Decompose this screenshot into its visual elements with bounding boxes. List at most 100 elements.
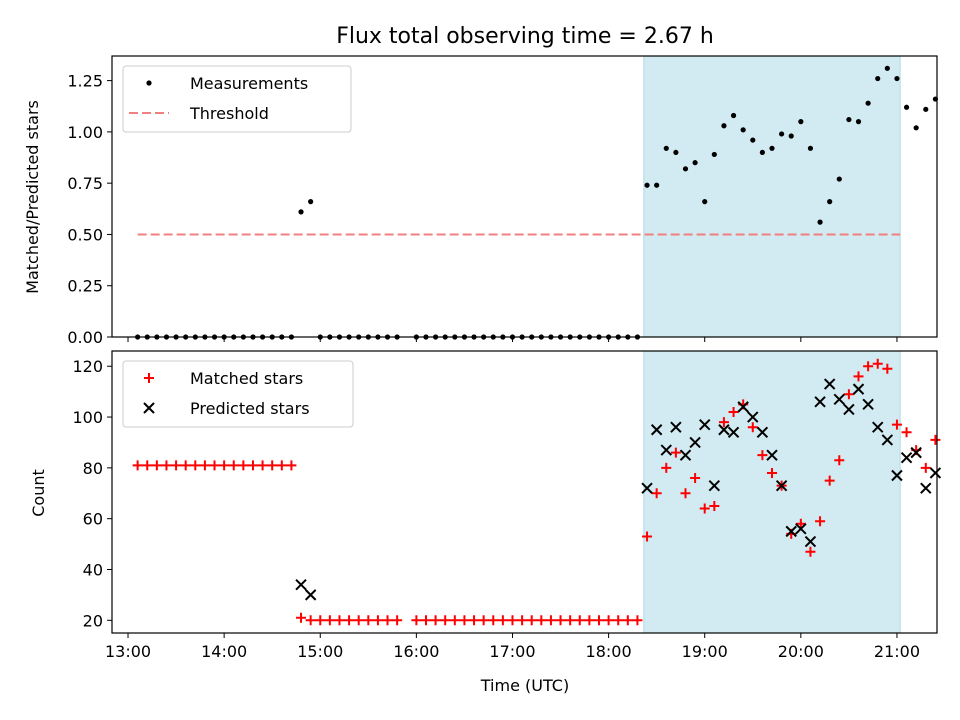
measurement-point <box>682 166 689 172</box>
matched-stars-point <box>228 460 239 471</box>
measurement-point <box>846 116 852 123</box>
matched-stars-point <box>920 462 931 473</box>
matched-stars-point <box>651 488 662 499</box>
measurement-point <box>663 145 669 151</box>
bottom-legend <box>122 360 354 428</box>
matched-stars-point <box>353 615 364 626</box>
top-observing-span <box>643 55 901 338</box>
matched-stars-point <box>315 615 326 626</box>
predicted-stars-point <box>929 467 942 479</box>
predicted-stars-point <box>881 434 894 446</box>
predicted-stars-point <box>862 398 874 411</box>
x-tick-label: 15:00 <box>297 642 343 661</box>
matched-stars-point <box>834 455 845 466</box>
predicted-stars-point <box>852 383 865 395</box>
measurement-point <box>721 123 727 129</box>
predicted-stars-point <box>833 393 845 405</box>
x-axis-label: Time (UTC) <box>480 676 569 695</box>
predicted-stars-point <box>747 411 759 423</box>
predicted-stars-point <box>699 418 711 431</box>
matched-stars-point <box>267 460 278 471</box>
matched-stars-point <box>613 615 624 626</box>
matched-stars-point <box>565 615 576 626</box>
matched-stars-point <box>699 503 710 514</box>
top-y-tick-label: 0.25 <box>67 277 103 296</box>
matched-stars-point <box>574 615 585 626</box>
legend-label: Threshold <box>189 104 269 123</box>
matched-stars-point <box>420 615 431 626</box>
matched-stars-point <box>459 615 470 626</box>
predicted-stars-point <box>775 479 788 492</box>
measurement-point <box>769 145 775 151</box>
predicted-stars-point <box>650 424 663 436</box>
x-tick-label: 21:00 <box>874 642 920 661</box>
x-tick-label: 19:00 <box>682 642 728 661</box>
matched-stars-point <box>747 422 758 433</box>
x-tick-label: 17:00 <box>489 642 535 661</box>
x-tick-label: 20:00 <box>778 642 824 661</box>
matched-stars-point <box>728 406 739 417</box>
matched-stars-point <box>824 475 835 486</box>
measurement-point <box>298 209 304 215</box>
matched-stars-point <box>161 460 172 471</box>
matched-stars-point <box>891 419 902 430</box>
matched-stars-point <box>882 363 893 374</box>
legend-label: Matched stars <box>190 369 303 388</box>
matched-stars-point <box>536 615 547 626</box>
matched-stars-point <box>324 615 335 626</box>
predicted-stars-point <box>641 482 653 494</box>
matched-stars-point <box>488 615 499 626</box>
predicted-stars-point <box>660 444 672 456</box>
top-panel: 0.00 0.25 0.50 0.75 1.00 1.25 Measurements Thre… <box>67 55 938 347</box>
predicted-stars-point <box>689 436 701 449</box>
predicted-stars-point <box>872 421 884 433</box>
bottom-panel: 20 40 60 80 100 120 13:00 14:00 15:00 16:00 17:00 1… <box>72 350 942 661</box>
measurement-point <box>654 182 660 188</box>
measurement-point <box>884 65 890 71</box>
matched-stars-point <box>901 427 912 438</box>
matched-stars-point <box>661 462 672 473</box>
predicted-stars-point <box>795 523 807 535</box>
matched-stars-point <box>767 467 777 478</box>
matched-stars-point <box>632 615 643 626</box>
top-y-tick-label: 0.50 <box>67 225 103 244</box>
matched-stars-point <box>180 460 191 471</box>
measurement-point <box>788 133 794 139</box>
predicted-stars-point <box>843 403 855 416</box>
matched-stars-point <box>142 460 153 471</box>
matched-stars-point <box>507 615 518 626</box>
matched-stars-point <box>286 460 297 471</box>
matched-stars-point <box>670 447 681 458</box>
measurement-point <box>913 125 919 131</box>
matched-stars-point <box>805 546 816 557</box>
matched-stars-point <box>199 460 210 471</box>
matched-stars-point <box>151 460 162 471</box>
top-y-tick-label: 0.75 <box>67 174 103 193</box>
matched-stars-point <box>276 460 287 471</box>
matched-stars-point <box>690 473 701 484</box>
legend-label: Predicted stars <box>190 399 310 418</box>
matched-stars-point <box>603 615 614 626</box>
matched-stars-point <box>584 615 595 626</box>
matched-stars-point <box>757 450 768 461</box>
matched-stars-point <box>334 615 345 626</box>
matched-stars-point <box>709 500 720 511</box>
matched-stars-point <box>930 434 941 445</box>
bottom-y-axis-label: Count <box>29 469 48 517</box>
predicted-stars-point <box>727 426 740 439</box>
predicted-stars-point <box>708 479 721 492</box>
measurement-point <box>759 149 765 156</box>
measurement-point <box>779 131 785 137</box>
predicted-stars-point <box>766 449 778 461</box>
bottom-y-tick-label: 40 <box>83 560 103 579</box>
matched-stars-point <box>449 615 460 626</box>
measurement-point <box>827 199 833 205</box>
predicted-stars-point <box>910 446 922 459</box>
bottom-axes-frame <box>111 350 938 634</box>
top-y-axis-label: Matched/Predicted stars <box>23 100 42 294</box>
x-tick-label: 16:00 <box>393 642 439 661</box>
chart-title: Flux total observing time = 2.67 h <box>336 24 714 49</box>
bottom-y-tick-label: 100 <box>72 408 103 427</box>
matched-stars-point <box>795 518 806 529</box>
